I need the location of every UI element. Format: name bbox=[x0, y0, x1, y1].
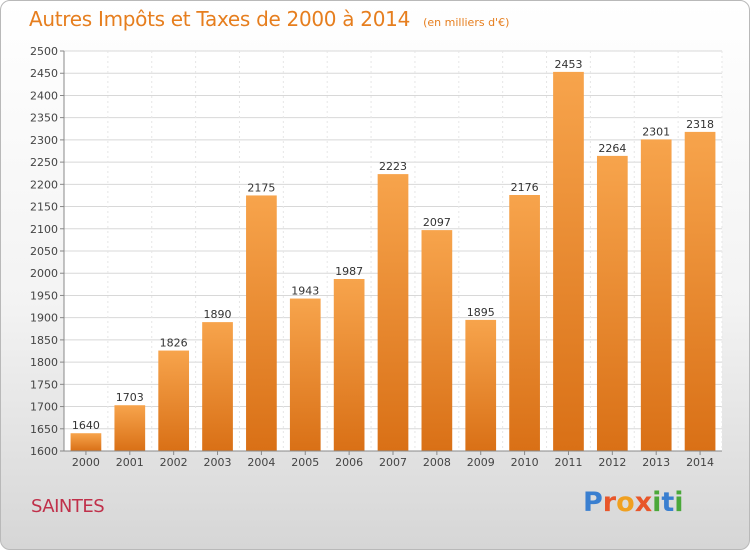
bar-value-label: 1987 bbox=[335, 265, 363, 278]
y-tick-label: 2050 bbox=[30, 245, 58, 258]
y-tick-label: 2300 bbox=[30, 134, 58, 147]
bar bbox=[553, 71, 584, 451]
y-tick-label: 2450 bbox=[30, 67, 58, 80]
y-tick-label: 1900 bbox=[30, 312, 58, 325]
proxiti-logo[interactable]: Proxiti bbox=[583, 487, 684, 518]
y-tick-label: 1750 bbox=[30, 378, 58, 391]
city-name: SAINTES bbox=[31, 496, 105, 517]
y-tick-label: 2200 bbox=[30, 178, 58, 191]
bar bbox=[596, 155, 628, 451]
bar bbox=[377, 174, 409, 451]
x-tick-label: 2003 bbox=[204, 456, 232, 469]
bar-value-label: 2301 bbox=[642, 125, 670, 138]
bar-value-label: 2176 bbox=[511, 181, 539, 194]
bar bbox=[333, 279, 365, 451]
bar-value-label: 2318 bbox=[686, 118, 714, 131]
y-tick-label: 2500 bbox=[30, 45, 58, 58]
x-tick-label: 2004 bbox=[247, 456, 275, 469]
x-tick-label: 2001 bbox=[116, 456, 144, 469]
y-tick-label: 2100 bbox=[30, 223, 58, 236]
x-tick-label: 2012 bbox=[598, 456, 626, 469]
bar bbox=[684, 131, 716, 451]
x-tick-label: 2008 bbox=[423, 456, 451, 469]
bars: 1640 1703 1826 1890 2175 1943 1987 2223 2097 1895… bbox=[70, 58, 716, 451]
y-tick-label: 1650 bbox=[30, 423, 58, 436]
bar bbox=[202, 322, 233, 451]
x-tick-label: 2009 bbox=[467, 456, 495, 469]
bar-value-label: 2223 bbox=[379, 160, 407, 173]
y-tick-label: 1600 bbox=[30, 445, 58, 458]
bar-value-label: 1895 bbox=[467, 306, 495, 319]
x-tick-label: 2000 bbox=[72, 456, 100, 469]
logo-letter: r bbox=[602, 487, 617, 518]
title-row: Autres Impôts et Taxes de 2000 à 2014 (e… bbox=[29, 7, 509, 31]
logo-letter: t bbox=[661, 487, 675, 518]
y-tick-label: 1950 bbox=[30, 289, 58, 302]
logo-letter: o bbox=[616, 487, 635, 518]
bar-value-label: 1943 bbox=[291, 285, 319, 298]
logo-letter: i bbox=[674, 487, 684, 518]
y-tick-label: 1850 bbox=[30, 334, 58, 347]
bar bbox=[158, 350, 190, 451]
chart-unit-label: (en milliers d'€) bbox=[423, 16, 510, 29]
x-tick-label: 2006 bbox=[335, 456, 363, 469]
logo-letter: i bbox=[652, 487, 662, 518]
bar bbox=[421, 230, 453, 451]
x-tick-label: 2005 bbox=[291, 456, 319, 469]
bar-value-label: 1703 bbox=[116, 391, 144, 404]
bar bbox=[289, 298, 321, 451]
logo-letter: x bbox=[634, 487, 653, 518]
chart-title: Autres Impôts et Taxes de 2000 à 2014 bbox=[29, 7, 410, 31]
bar bbox=[640, 139, 672, 451]
x-tick-label: 2013 bbox=[642, 456, 670, 469]
axes: 1600 1650 1700 1750 1800 1850 1900 1950 2000 2050… bbox=[30, 45, 722, 469]
bar bbox=[114, 405, 146, 451]
x-tick-label: 2010 bbox=[511, 456, 539, 469]
logo-letter: P bbox=[583, 487, 603, 518]
y-tick-label: 2150 bbox=[30, 201, 58, 214]
x-tick-label: 2014 bbox=[686, 456, 714, 469]
bar bbox=[246, 195, 277, 451]
bar bbox=[509, 195, 540, 451]
x-tick-label: 2011 bbox=[554, 456, 582, 469]
bar-value-label: 1890 bbox=[204, 308, 232, 321]
y-tick-label: 2250 bbox=[30, 156, 58, 169]
bar bbox=[70, 433, 102, 451]
x-tick-label: 2002 bbox=[160, 456, 188, 469]
bar-value-label: 2097 bbox=[423, 216, 451, 229]
y-tick-label: 1800 bbox=[30, 356, 58, 369]
y-tick-label: 2400 bbox=[30, 89, 58, 102]
bar-value-label: 1826 bbox=[160, 337, 188, 350]
bar-value-label: 2453 bbox=[554, 58, 582, 71]
bar-value-label: 1640 bbox=[72, 419, 100, 432]
y-tick-label: 2350 bbox=[30, 112, 58, 125]
y-tick-label: 1700 bbox=[30, 401, 58, 414]
bar-value-label: 2264 bbox=[598, 142, 626, 155]
bar-value-label: 2175 bbox=[247, 181, 275, 194]
x-tick-label: 2007 bbox=[379, 456, 407, 469]
bar bbox=[465, 319, 497, 451]
y-tick-label: 2000 bbox=[30, 267, 58, 280]
